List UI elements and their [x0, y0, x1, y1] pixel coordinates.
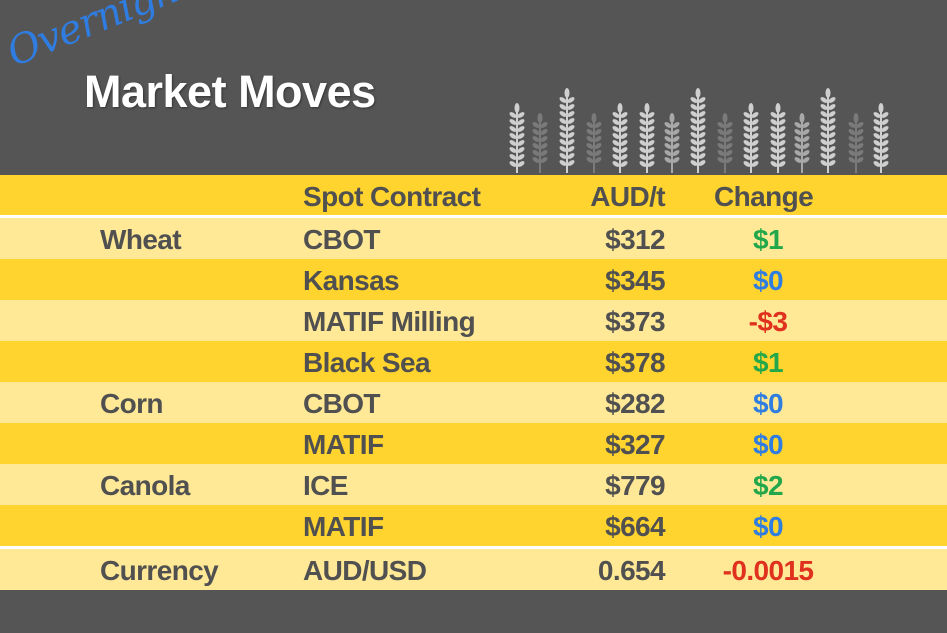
wheat-stalk-icon [770, 103, 786, 173]
wheat-stalk-icon [639, 103, 655, 173]
wheat-stalk-icon [509, 103, 525, 173]
change-cell: $1 [753, 347, 784, 378]
change-cell: -0.0015 [722, 555, 814, 586]
column-header-contract: Spot Contract [303, 181, 481, 212]
wheat-stalk-icon [559, 88, 575, 173]
price-cell: $282 [605, 388, 665, 419]
table-row: Currency AUD/USD 0.654 -0.0015 [0, 546, 947, 590]
table-row: MATIF $664 $0 [0, 505, 947, 546]
change-cell: -$3 [748, 306, 788, 337]
wheat-stalk-icon [820, 88, 836, 173]
wheat-stalk-icon [586, 113, 602, 173]
wheat-stalk-icon [743, 103, 759, 173]
contract-cell: MATIF [303, 429, 384, 460]
wheat-stalk-icon [848, 113, 864, 173]
table-row: Corn CBOT $282 $0 [0, 382, 947, 423]
contract-cell: Black Sea [303, 347, 431, 378]
table-row: Wheat CBOT $312 $1 [0, 218, 947, 259]
table-row: Black Sea $378 $1 [0, 341, 947, 382]
change-cell: $0 [753, 388, 784, 419]
column-header-change: Change [714, 181, 814, 212]
table-row: Kansas $345 $0 [0, 259, 947, 300]
wheat-stalk-icon [717, 113, 733, 173]
contract-cell: Kansas [303, 265, 400, 296]
wheat-stalk-icon [664, 113, 680, 173]
wheat-stalk-icon [690, 88, 706, 173]
commodity-cell: Canola [100, 470, 190, 501]
price-cell: $312 [605, 224, 665, 255]
commodity-cell: Currency [100, 555, 219, 586]
price-cell: $373 [605, 306, 665, 337]
wheat-stalk-icon [532, 113, 548, 173]
table-row: MATIF $327 $0 [0, 423, 947, 464]
change-cell: $1 [753, 224, 784, 255]
contract-cell: ICE [303, 470, 348, 501]
wheat-stalk-icon [612, 103, 628, 173]
wheat-stalk-icon [873, 103, 889, 173]
contract-cell: MATIF [303, 511, 384, 542]
column-header-price: AUD/t [590, 181, 665, 212]
change-cell: $0 [753, 511, 784, 542]
change-cell: $0 [753, 429, 784, 460]
price-cell: $327 [605, 429, 665, 460]
banner: Overnight Market Moves [0, 0, 947, 173]
table-row: Canola ICE $779 $2 [0, 464, 947, 505]
table-row: MATIF Milling $373 -$3 [0, 300, 947, 341]
commodity-cell: Corn [100, 388, 164, 419]
contract-cell: CBOT [303, 388, 381, 419]
price-cell: $779 [605, 470, 665, 501]
price-cell: 0.654 [597, 555, 666, 586]
wheat-stalk-icon [794, 113, 810, 173]
wheat-stalks-icon [509, 88, 889, 173]
contract-cell: MATIF Milling [303, 306, 476, 337]
price-cell: $664 [605, 511, 665, 542]
change-cell: $2 [753, 470, 784, 501]
price-cell: $345 [605, 265, 665, 296]
contract-cell: CBOT [303, 224, 381, 255]
price-cell: $378 [605, 347, 665, 378]
banner-script-title: Overnight [0, 0, 199, 76]
commodity-cell: Wheat [100, 224, 182, 255]
change-cell: $0 [753, 265, 784, 296]
banner-title: Market Moves [84, 66, 376, 117]
market-table: Spot Contract AUD/t Change Wheat CBOT $312… [0, 175, 947, 590]
table-header-row: Spot Contract AUD/t Change [0, 175, 947, 218]
contract-cell: AUD/USD [303, 555, 427, 586]
